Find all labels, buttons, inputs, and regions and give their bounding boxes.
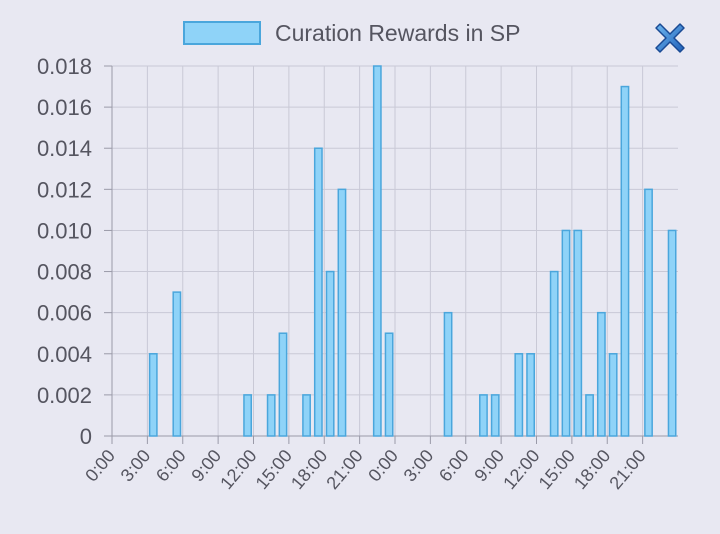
x-tick-label: 18:00 (287, 446, 331, 493)
chart-bar (596, 311, 606, 437)
legend-label: Curation Rewards in SP (275, 19, 521, 46)
chart-bar (514, 353, 524, 437)
chart-bar (443, 311, 453, 437)
chart-bar (302, 394, 311, 437)
legend[interactable]: Curation Rewards in SP (183, 19, 520, 47)
y-tick-label: 0 (80, 424, 92, 449)
x-tick-label: 15:00 (252, 446, 296, 493)
y-tick-label: 0.014 (37, 136, 92, 161)
x-tick-label: 21:00 (322, 446, 366, 493)
y-tick-label: 0.016 (37, 95, 92, 120)
chart-bar (325, 270, 335, 437)
chart-bar (372, 65, 382, 437)
y-tick-label: 0.018 (37, 54, 92, 79)
chart-bar (667, 229, 677, 437)
chart-bar (243, 394, 253, 437)
y-tick-label: 0.002 (37, 383, 92, 408)
chart-axes (104, 65, 678, 444)
chart-bar (266, 394, 276, 437)
x-tick-label: 21:00 (605, 446, 649, 493)
y-axis-ticks: 0 0.002 0.004 0.006 0.008 0.010 0.012 0.014 0.01… (37, 54, 92, 449)
x-tick-label: 6:00 (435, 446, 473, 486)
x-tick-label: 12:00 (499, 446, 543, 493)
close-button[interactable] (650, 18, 690, 58)
chart-bars (148, 65, 677, 437)
x-axis-ticks: 0:003:006:009:0012:0015:0018:0021:000:00… (81, 446, 649, 493)
chart-bar (490, 394, 500, 437)
chart-bar (313, 147, 323, 437)
chart-bar (549, 270, 559, 437)
x-tick-label: 12:00 (216, 446, 260, 493)
x-tick-label: 0:00 (81, 446, 119, 486)
chart-bar (573, 229, 583, 437)
chart-bar (620, 85, 630, 437)
x-tick-label: 18:00 (570, 446, 614, 493)
close-icon (655, 23, 685, 53)
x-tick-label: 3:00 (400, 446, 438, 486)
y-tick-label: 0.012 (37, 177, 92, 202)
legend-swatch (183, 21, 261, 45)
x-tick-label: 0:00 (364, 446, 402, 486)
chart-bar (278, 332, 288, 437)
chart-bar (561, 229, 571, 437)
y-tick-label: 0.010 (37, 218, 92, 243)
y-tick-label: 0.006 (37, 301, 92, 326)
x-tick-label: 3:00 (117, 446, 155, 486)
chart-bar (644, 188, 653, 437)
chart-bar (148, 353, 158, 437)
y-tick-label: 0.008 (37, 260, 92, 285)
chart-bar (526, 353, 536, 437)
chart-bar (337, 188, 347, 437)
chart-bar (172, 291, 182, 437)
y-tick-label: 0.004 (37, 342, 92, 367)
chart-grid (112, 65, 678, 436)
x-tick-label: 6:00 (152, 446, 190, 486)
chart-bar (384, 332, 394, 437)
chart-bar (608, 353, 618, 437)
x-tick-label: 15:00 (535, 446, 579, 493)
chart-bar (479, 394, 488, 437)
chart-bar (585, 394, 594, 437)
